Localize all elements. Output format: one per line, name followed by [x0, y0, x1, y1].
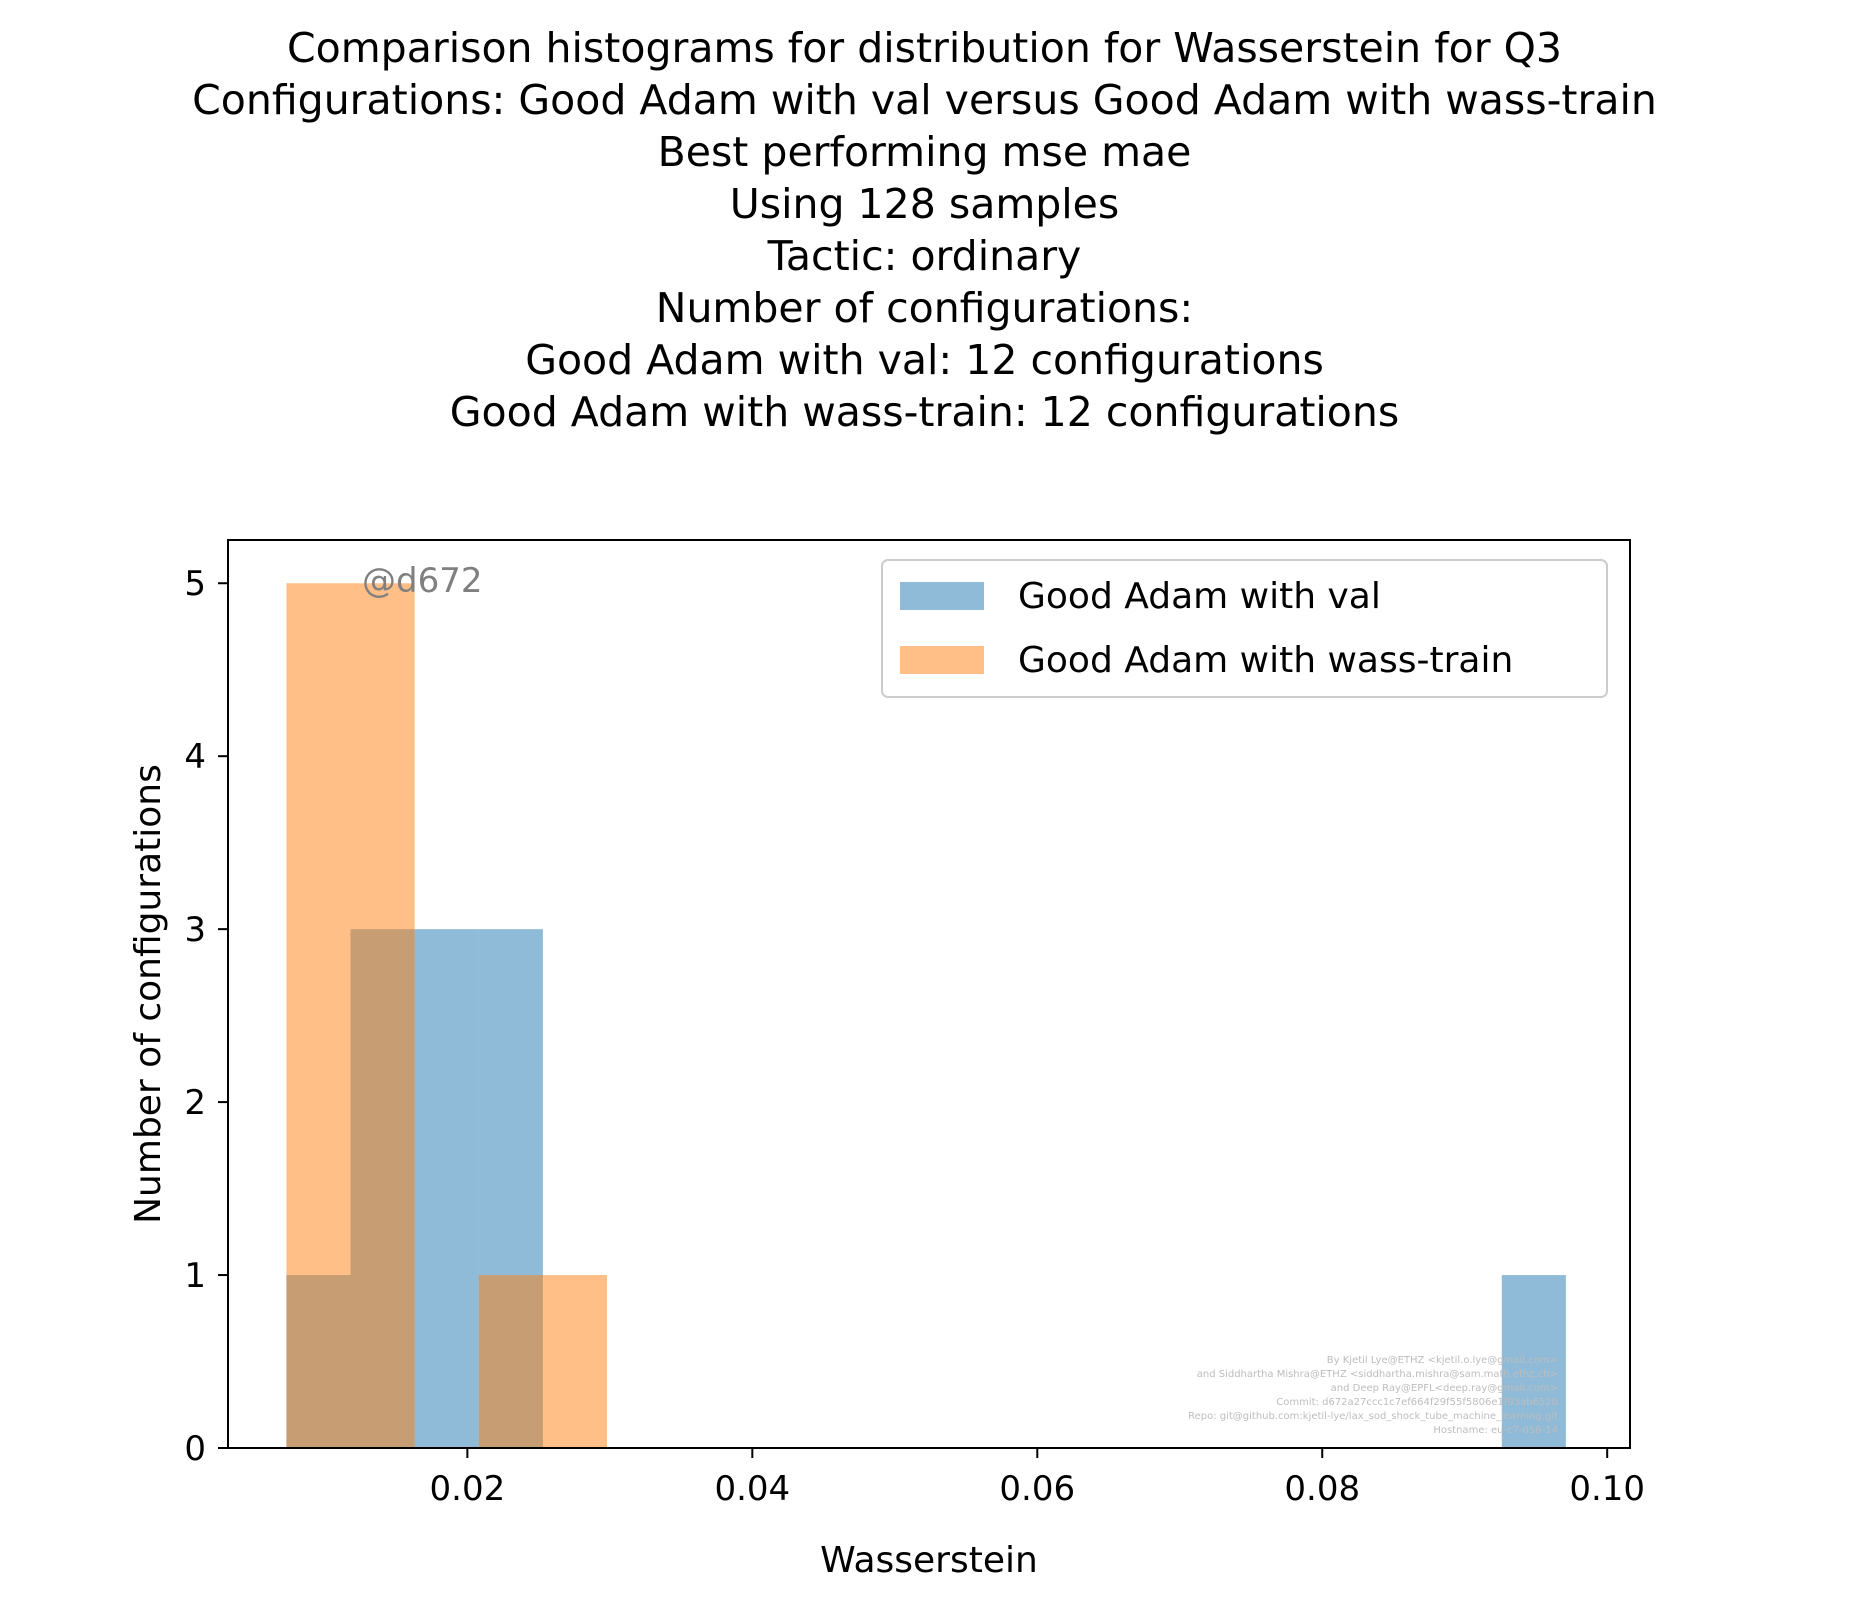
title-line-3: Best performing mse mae — [657, 128, 1192, 176]
watermark-annotation: @d672 — [362, 561, 482, 601]
y-tick-label-2: 1 — [184, 1256, 206, 1296]
bar-series-2-bin-1 — [286, 583, 415, 1448]
histogram-bars — [286, 583, 1566, 1448]
title-line-8: Good Adam with wass-train: 12 configurat… — [449, 388, 1400, 436]
title-line-7: Good Adam with val: 12 configurations — [525, 336, 1324, 384]
chart-title: Comparison histograms for distribution f… — [0, 22, 1849, 438]
credit-line-5: Repo: git@github.com:kjetil-lye/lax_sod_… — [1188, 1411, 1558, 1422]
legend-swatch-2 — [900, 646, 984, 674]
x-tick-label-3: 0.06 — [999, 1469, 1075, 1509]
legend-label-1: Good Adam with val — [1018, 576, 1381, 617]
y-tick-label-3: 2 — [184, 1083, 206, 1123]
legend-label-2: Good Adam with wass-train — [1018, 640, 1513, 681]
y-tick-label-4: 3 — [184, 910, 206, 950]
title-line-2: Configurations: Good Adam with val versu… — [192, 76, 1657, 124]
x-tick-label-2: 0.04 — [714, 1469, 790, 1509]
bar-series-1-bin-5 — [1501, 1275, 1566, 1448]
plot-frame — [227, 539, 1631, 1449]
legend-swatch-1 — [900, 582, 984, 610]
y-axis-label: Number of configurations — [128, 764, 169, 1224]
x-axis-ticks: 0.02 0.04 0.06 0.08 0.10 — [430, 1448, 1645, 1509]
credit-line-3: and Deep Ray@EPFL<deep.ray@gmail.com> — [1331, 1383, 1558, 1394]
credit-line-4: Commit: d672a27ccc1c7ef664f29f55f5806e1f… — [1276, 1397, 1558, 1408]
x-tick-label-4: 0.08 — [1284, 1469, 1360, 1509]
bar-series-1-bin-3 — [414, 929, 479, 1448]
credits-block: By Kjetil Lye@ETHZ <kjetil.o.lye@gmail.c… — [1188, 1355, 1558, 1436]
title-line-1: Comparison histograms for distribution f… — [287, 24, 1562, 72]
y-tick-label-6: 5 — [184, 564, 206, 604]
title-line-6: Number of configurations: — [655, 284, 1194, 332]
bar-series-2-bin-2 — [478, 1275, 607, 1448]
x-tick-label-5: 0.10 — [1569, 1469, 1645, 1509]
title-line-4: Using 128 samples — [729, 180, 1120, 228]
legend: Good Adam with val Good Adam with wass-tr… — [881, 559, 1608, 698]
y-axis-ticks: 0 1 2 3 4 5 — [184, 564, 228, 1469]
legend-box — [881, 559, 1608, 698]
y-tick-label-1: 0 — [184, 1429, 206, 1469]
credit-line-2: and Siddhartha Mishra@ETHZ <siddhartha.m… — [1197, 1369, 1558, 1380]
y-tick-label-5: 4 — [184, 737, 206, 777]
title-line-5: Tactic: ordinary — [767, 232, 1082, 280]
x-tick-label-1: 0.02 — [430, 1469, 506, 1509]
credit-line-1: By Kjetil Lye@ETHZ <kjetil.o.lye@gmail.c… — [1327, 1355, 1558, 1366]
credit-line-6: Hostname: eu-c7-056-14 — [1433, 1425, 1558, 1436]
x-axis-label: Wasserstein — [820, 1540, 1038, 1581]
